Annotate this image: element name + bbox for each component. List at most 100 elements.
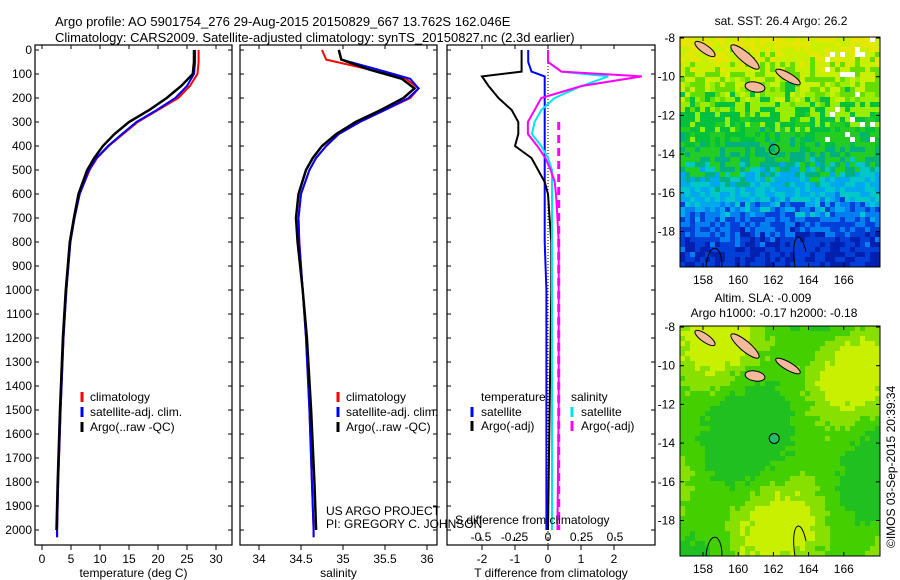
map-cell [770, 396, 775, 401]
map-cell [690, 541, 695, 546]
map-cell [865, 167, 870, 172]
map-cell [705, 207, 710, 212]
map-cell [835, 87, 840, 92]
map-cell [785, 137, 790, 142]
map-cell [790, 451, 795, 456]
map-cell [800, 57, 805, 62]
map-cell [830, 242, 835, 247]
map-cell [760, 222, 765, 227]
map-cell [745, 416, 750, 421]
map-cell [870, 152, 875, 157]
map-cell [730, 476, 735, 481]
map-cell [850, 207, 855, 212]
map-cell [765, 426, 770, 431]
map-cell [815, 192, 820, 197]
map-cell [840, 361, 845, 366]
island [694, 40, 716, 58]
map-cell [755, 52, 760, 57]
map-cell [735, 207, 740, 212]
map-cell [865, 157, 870, 162]
map-cell [745, 97, 750, 102]
map-cell [850, 197, 855, 202]
map-cell [875, 197, 880, 202]
map-cell [710, 92, 715, 97]
map-cell [820, 102, 825, 107]
map-cell [735, 396, 740, 401]
map-cell [730, 531, 735, 536]
map-cell [850, 341, 855, 346]
map-cell [725, 232, 730, 237]
map-cell [825, 47, 830, 52]
map-cell [845, 436, 850, 441]
x-tick-label: 10 [93, 552, 107, 566]
map-cell [745, 426, 750, 431]
map-cell [770, 157, 775, 162]
map-cell [780, 356, 785, 361]
map-cell [715, 551, 720, 556]
map-cell [750, 172, 755, 177]
map-cell [680, 82, 685, 87]
map-cell [770, 421, 775, 426]
map-cell [705, 192, 710, 197]
map-cell [710, 222, 715, 227]
map-cell [680, 262, 685, 267]
map-cell [825, 197, 830, 202]
map-cell [685, 466, 690, 471]
map-cell [815, 217, 820, 222]
map-cell [725, 546, 730, 551]
map-cell [745, 112, 750, 117]
map-cell [810, 202, 815, 207]
map-cell [805, 202, 810, 207]
map-cell [850, 436, 855, 441]
map-cell [855, 526, 860, 531]
map-cell [835, 336, 840, 341]
map-cell [855, 326, 860, 331]
map-cell [725, 97, 730, 102]
map-cell [740, 72, 745, 77]
map-cell [710, 257, 715, 262]
map-cell [790, 476, 795, 481]
map-cell [775, 331, 780, 336]
map-cell [790, 466, 795, 471]
map-cell [680, 501, 685, 506]
map-cell [855, 536, 860, 541]
map-cell [760, 172, 765, 177]
map-cell [830, 466, 835, 471]
map-cell [705, 361, 710, 366]
map-cell [810, 336, 815, 341]
map-cell [710, 461, 715, 466]
map-cell [855, 202, 860, 207]
map-cell [875, 386, 880, 391]
map-cell [780, 381, 785, 386]
map-cell [790, 57, 795, 62]
map-cell [775, 326, 780, 331]
map-cell [700, 102, 705, 107]
map-cell [720, 152, 725, 157]
map-cell [780, 336, 785, 341]
map-cell [710, 147, 715, 152]
map-cell [700, 516, 705, 521]
map-cell [790, 177, 795, 182]
map-cell [775, 162, 780, 167]
map-cell [755, 42, 760, 47]
map-cell [710, 72, 715, 77]
map-cell [730, 257, 735, 262]
map-cell [800, 436, 805, 441]
map-cell [805, 351, 810, 356]
lat-tick-label: -10 [658, 359, 676, 373]
map-cell [690, 476, 695, 481]
map-cell [870, 551, 875, 556]
map-cell [780, 67, 785, 72]
map-cell [855, 331, 860, 336]
map-cell [740, 376, 745, 381]
map-cell [865, 346, 870, 351]
map-cell [865, 67, 870, 72]
map-cell [755, 516, 760, 521]
map-cell [825, 546, 830, 551]
s-axis-label: S difference from climatology [455, 513, 610, 527]
map-cell [865, 541, 870, 546]
map-cell [740, 37, 745, 42]
map-cell [730, 361, 735, 366]
map-cell [700, 257, 705, 262]
map-cell [845, 421, 850, 426]
